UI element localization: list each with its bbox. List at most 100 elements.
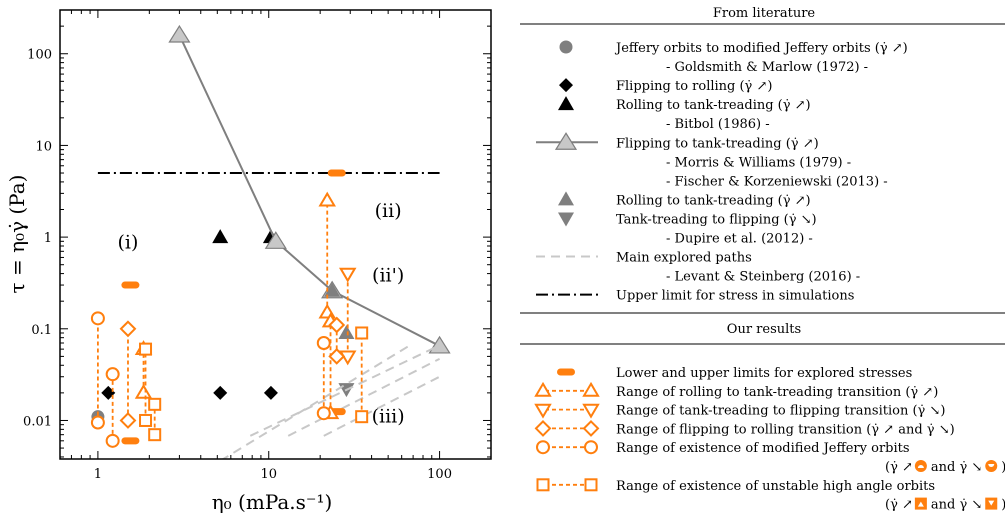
region-label: (ii') <box>372 264 404 286</box>
legend-rows: Jeffery orbits to modified Jeffery orbit… <box>534 40 1005 513</box>
data-point <box>263 385 278 400</box>
range-marker-high <box>328 316 346 334</box>
range-marker-high <box>318 191 336 207</box>
y-tick-label: 1 <box>44 231 52 246</box>
range-marker-high <box>119 320 137 338</box>
legend-label: Flipping to tank-treading (γ̇ ↗) <box>616 136 819 151</box>
legend-label: Jeffery orbits to modified Jeffery orbit… <box>614 41 908 56</box>
data-point <box>338 324 355 339</box>
legend-label: Range of tank-treading to flipping trans… <box>616 404 945 419</box>
range-marker-low <box>139 413 153 427</box>
legend-sublabel: and γ̇ ↘ <box>931 498 982 513</box>
legend-label: Rolling to tank-treading (γ̇ ↗) <box>616 98 811 113</box>
legend-label: Range of existence of modified Jeffery o… <box>616 441 910 456</box>
legend-marker <box>584 440 598 455</box>
legend-label: - Morris & Williams (1979) - <box>666 155 851 170</box>
legend-marker <box>534 381 552 397</box>
y-tick-label: 0.1 <box>31 323 52 338</box>
data-point <box>327 169 346 177</box>
range-marker-low <box>134 383 153 399</box>
explored-path-line <box>287 357 441 437</box>
range-marker-high <box>90 311 105 326</box>
range-marker-low <box>355 410 369 424</box>
range-marker-high <box>316 335 331 350</box>
x-tick-label: 100 <box>427 467 452 482</box>
legend-label: Range of rolling to tank-treading transi… <box>616 385 938 400</box>
legend-label: Range of existence of unstable high angl… <box>616 479 935 494</box>
legend-label: - Goldsmith & Marlow (1972) - <box>666 60 868 75</box>
legend-marker <box>582 381 600 397</box>
y-tick-label: 10 <box>35 139 52 154</box>
range-marker-low <box>119 412 137 429</box>
range-marker-low <box>316 406 331 421</box>
region-label: (i) <box>118 232 139 254</box>
legend-label: - Levant & Steinberg (2016) - <box>666 270 860 285</box>
legend-sublabel: (γ̇ ↗ <box>885 498 913 513</box>
x-axis-label: η₀ (mPa.s⁻¹) <box>212 490 333 514</box>
legend-label: - Dupire et al. (2012) - <box>666 232 813 247</box>
data-point <box>168 24 191 43</box>
legend-label: Lower and upper limits for explored stre… <box>616 366 912 381</box>
explored-path-line <box>249 344 441 437</box>
data-point <box>264 231 287 249</box>
legend-sublabel: (γ̇ ↗ <box>885 460 913 475</box>
range-marker-high <box>338 267 357 283</box>
legend-marker <box>558 212 574 227</box>
legend-sublabel: and γ̇ ↘ <box>931 460 982 475</box>
legend-label: Tank-treading to flipping (γ̇ ↘) <box>616 212 817 227</box>
region-labels: (i) (ii) (ii') (iii) <box>118 200 405 427</box>
axis-ticks: 1 10 100 0.01 0.1 1 10 100 <box>23 10 491 482</box>
legend-marker <box>584 478 598 492</box>
plot-frame <box>59 9 492 460</box>
legend-marker <box>536 440 550 455</box>
legend-header-results: Our results <box>727 322 801 337</box>
range-marker-low <box>90 415 105 430</box>
legend-marker <box>582 403 600 419</box>
legend-marker <box>557 368 575 376</box>
legend-marker <box>534 403 552 419</box>
legend-marker <box>559 40 573 54</box>
legend-marker <box>559 78 573 93</box>
y-tick-label: 0.01 <box>23 414 52 429</box>
legend-label: Range of flipping to rolling transition … <box>616 422 955 437</box>
legend-marker <box>536 478 550 492</box>
range-marker-low <box>105 433 120 448</box>
range-marker-low <box>338 350 357 366</box>
range-marker-low <box>328 347 346 365</box>
legend-label: Main explored paths <box>616 251 752 266</box>
region-label: (iii) <box>372 406 405 428</box>
range-marker-high <box>105 367 120 382</box>
orbit-icon-inner <box>988 464 995 467</box>
explored-path-line <box>221 344 411 459</box>
data-point <box>212 229 229 244</box>
legend-header-literature: From literature <box>713 6 816 21</box>
legend: From literature Our results Jeffery orbi… <box>520 6 1005 513</box>
y-tick-label: 100 <box>27 48 52 63</box>
y-axis-label: τ = η₀γ̇ (Pa) <box>5 175 29 294</box>
legend-sublabel: ) <box>1001 460 1005 475</box>
data-point <box>121 281 140 289</box>
x-tick-label: 10 <box>260 467 277 482</box>
flipping-tank-treading-line <box>178 34 441 347</box>
legend-marker <box>558 191 574 206</box>
range-marker-high <box>148 397 162 411</box>
region-label: (ii) <box>375 200 402 222</box>
legend-marker <box>534 419 552 437</box>
orbit-icon-inner <box>988 500 995 506</box>
orbit-icon-inner <box>917 465 924 468</box>
legend-marker <box>554 132 578 150</box>
legend-label: Flipping to rolling (γ̇ ↗) <box>616 79 772 94</box>
data-layer <box>90 24 451 459</box>
legend-sublabel: ) <box>1001 498 1005 513</box>
data-point <box>121 437 140 445</box>
legend-label: - Fischer & Korzeniewski (2013) - <box>666 174 888 189</box>
data-point <box>428 335 451 354</box>
legend-label: - Bitbol (1986) - <box>666 117 770 132</box>
explored-path-line <box>323 375 441 437</box>
orbit-icon-inner <box>917 501 924 507</box>
x-tick-label: 1 <box>94 467 102 482</box>
legend-label: Rolling to tank-treading (γ̇ ↗) <box>616 193 811 208</box>
legend-label: Upper limit for stress in simulations <box>616 289 854 304</box>
legend-marker <box>558 96 574 111</box>
